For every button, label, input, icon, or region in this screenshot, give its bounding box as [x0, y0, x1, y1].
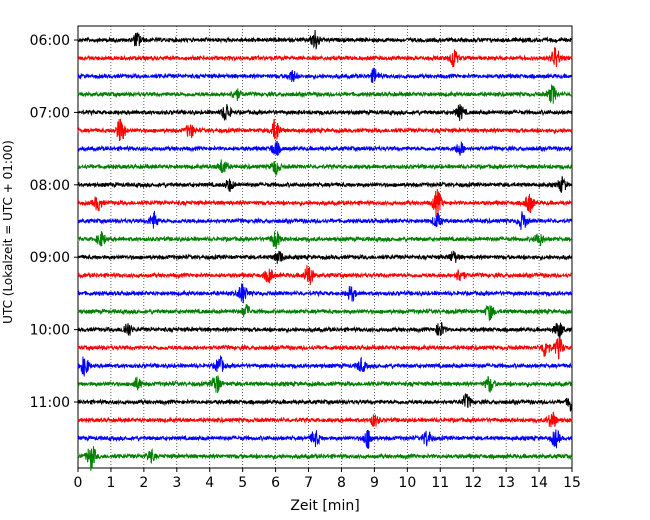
- trace-line: [77, 282, 573, 304]
- trace-line: [77, 393, 573, 412]
- trace-line: [77, 176, 573, 193]
- x-tick-label: 6: [271, 475, 280, 491]
- trace-line: [77, 118, 573, 141]
- y-axis-ticks: 06:00 07:00 08:00 09:00 10:00 11:00: [30, 33, 78, 411]
- y-tick-label: 10:00: [30, 323, 70, 339]
- trace-line: [77, 47, 573, 68]
- y-axis-label: UTC (Lokalzeit = UTC + 01:00): [1, 140, 15, 324]
- plot-area: [77, 25, 573, 469]
- trace-line: [77, 210, 573, 230]
- x-tick-label: 8: [337, 475, 346, 491]
- trace-line: [77, 230, 573, 249]
- trace-line: [77, 337, 573, 360]
- x-axis-ticks: 0 1 2 3 4 5 6 7 8 9 10 11 12 13 14 15: [74, 468, 581, 491]
- x-tick-label: 0: [74, 475, 83, 491]
- y-tick-label: 09:00: [30, 250, 70, 266]
- trace-line: [77, 429, 573, 449]
- y-tick-label: 11:00: [30, 395, 70, 411]
- x-tick-label: 9: [370, 475, 379, 491]
- trace-line: [77, 103, 573, 122]
- x-tick-label: 5: [238, 475, 247, 491]
- trace-line: [77, 322, 573, 340]
- x-tick-label: 13: [497, 475, 515, 491]
- trace-line: [77, 84, 573, 104]
- x-tick-label: 14: [530, 475, 548, 491]
- trace-line: [77, 29, 573, 50]
- trace-line: [77, 188, 573, 218]
- y-tick-label: 07:00: [30, 105, 70, 121]
- x-tick-label: 7: [304, 475, 313, 491]
- x-axis-label: Zeit [min]: [290, 498, 359, 514]
- y-tick-label: 06:00: [30, 33, 70, 49]
- x-tick-label: 2: [139, 475, 148, 491]
- trace-line: [77, 250, 573, 264]
- trace-line: [77, 159, 573, 176]
- seismic-traces: [77, 29, 573, 471]
- trace-line: [77, 141, 573, 156]
- trace-line: [77, 304, 573, 322]
- x-tick-label: 10: [398, 475, 416, 491]
- x-tick-label: 11: [431, 475, 449, 491]
- trace-line: [77, 375, 573, 393]
- trace-line: [77, 446, 573, 471]
- trace-line: [77, 411, 573, 428]
- x-tick-label: 3: [172, 475, 181, 491]
- x-tick-label: 12: [464, 475, 482, 491]
- trace-line: [77, 265, 573, 285]
- trace-line: [77, 354, 573, 377]
- x-tick-label: 4: [205, 475, 214, 491]
- x-tick-label: 15: [563, 475, 581, 491]
- y-tick-label: 08:00: [30, 178, 70, 194]
- x-tick-label: 1: [106, 475, 115, 491]
- trace-line: [77, 67, 573, 83]
